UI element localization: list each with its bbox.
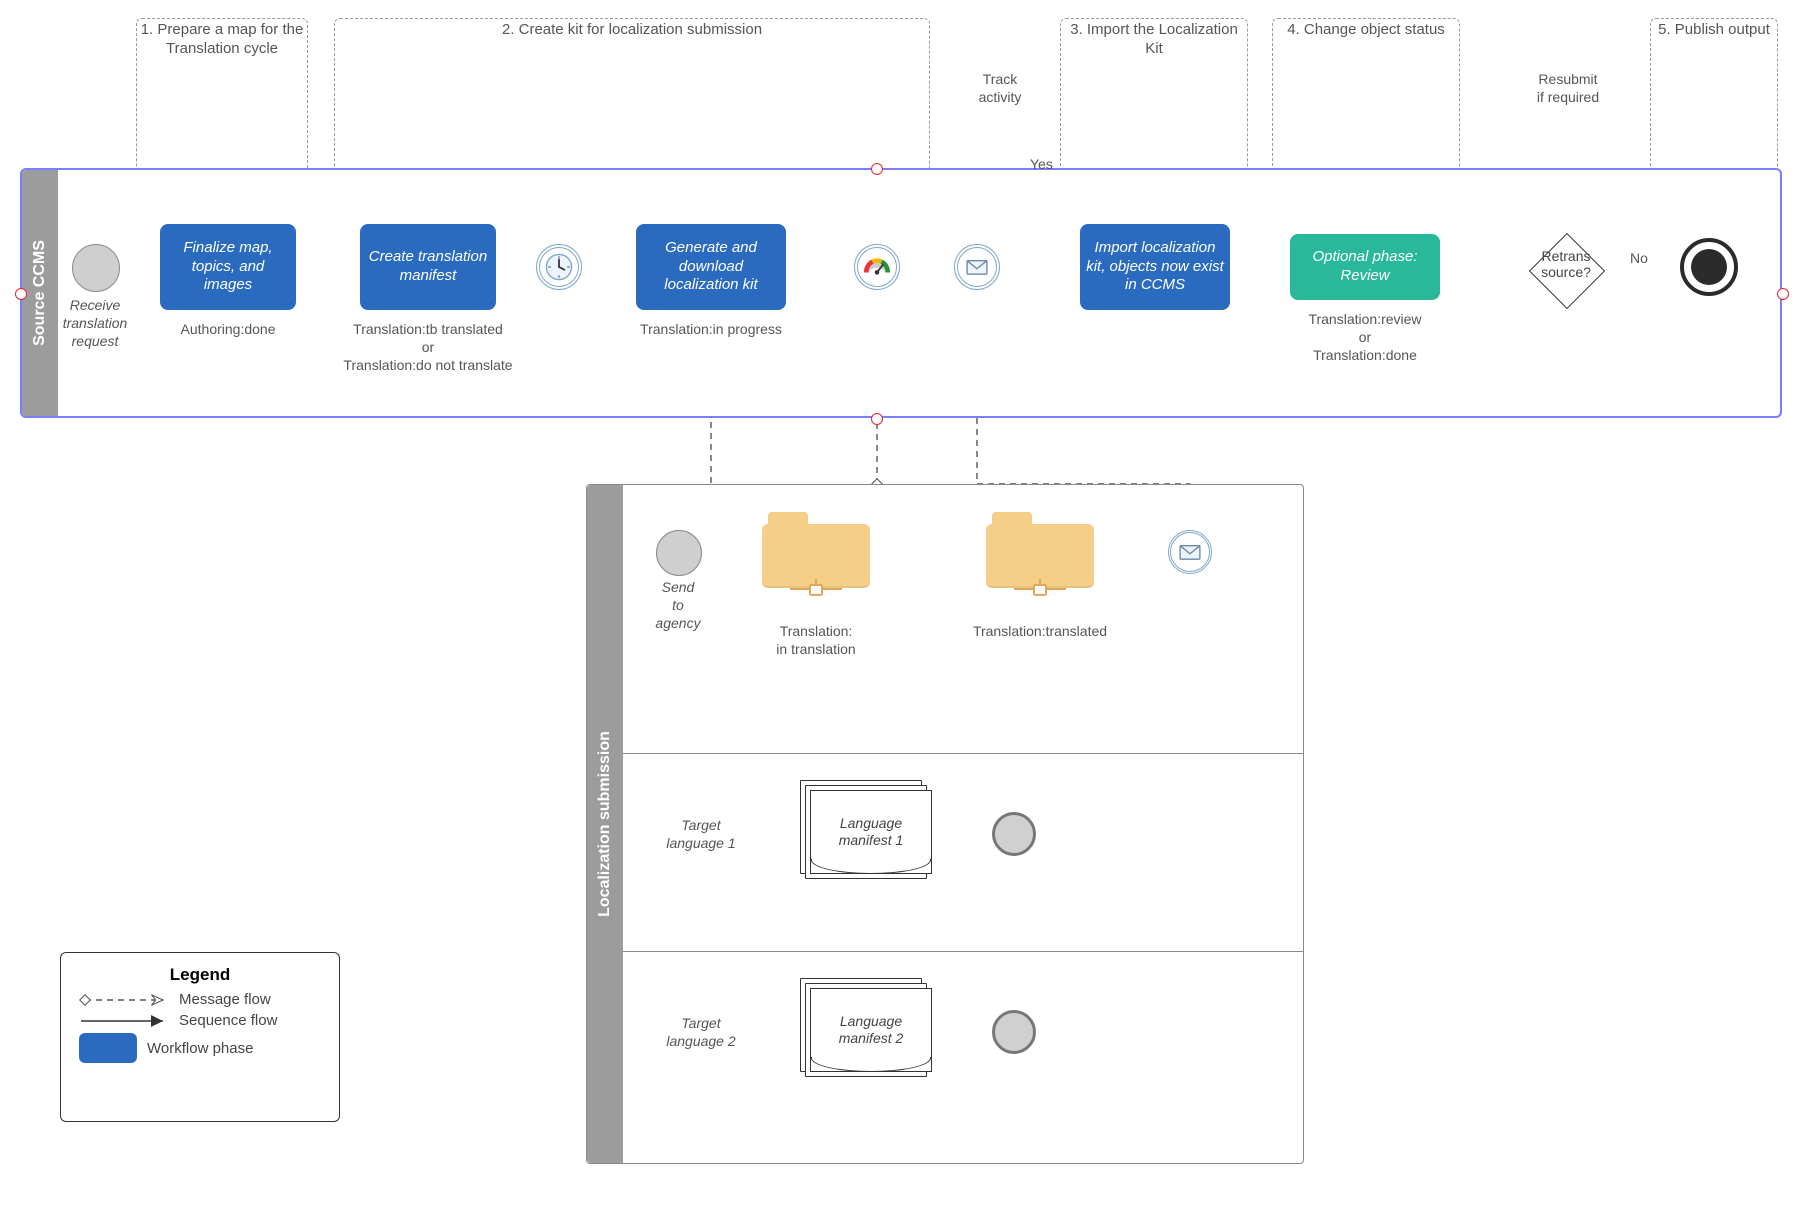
legend-row: Sequence flow — [79, 1012, 321, 1029]
lane-separator — [623, 951, 1303, 952]
diagram-canvas: { "colors":{ "task_blue":"#2a6bbf", "tas… — [0, 0, 1798, 1230]
selection-handle[interactable] — [871, 163, 883, 175]
document-stack: Language manifest 2 — [810, 988, 930, 1080]
label-resubmit: Resubmitif required — [1498, 70, 1638, 106]
lane-label: Targetlanguage 2 — [646, 1014, 756, 1050]
lane-end-event — [992, 812, 1036, 856]
task-caption: Translation:tb translatedorTranslation:d… — [330, 320, 526, 375]
gateway-label: Retranssource? — [1526, 248, 1606, 280]
task-import: Import localization kit, objects now exi… — [1080, 224, 1230, 310]
folder-caption: Translation:translated — [956, 622, 1124, 640]
edge-label-no: No — [1630, 250, 1648, 266]
lane-end-event — [992, 1010, 1036, 1054]
network-icon — [1008, 579, 1072, 612]
task-caption: Translation:revieworTranslation:done — [1280, 310, 1450, 365]
task-finalize: Finalize map, topics, and images — [160, 224, 296, 310]
phase-title: 1. Prepare a map for the Translation cyc… — [137, 17, 307, 59]
phase-title: 5. Publish output — [1651, 17, 1777, 40]
folder-icon — [986, 512, 1094, 588]
pool-header: Source CCMS — [22, 170, 58, 416]
selection-handle[interactable] — [1777, 288, 1789, 300]
phase-title: 4. Change object status — [1273, 17, 1459, 40]
pool-header: Localization submission — [587, 485, 623, 1163]
gauge-event-icon — [854, 244, 900, 290]
document-stack: Language manifest 1 — [810, 790, 930, 882]
task-caption: Authoring:done — [150, 320, 306, 338]
start-event — [72, 244, 120, 292]
message-event-icon — [1168, 530, 1212, 574]
legend: LegendMessage flowSequence flowWorkflow … — [60, 952, 340, 1122]
task-manifest: Create translation manifest — [360, 224, 496, 310]
selection-handle[interactable] — [15, 288, 27, 300]
network-icon — [784, 579, 848, 612]
phase-title: 3. Import the Localization Kit — [1061, 17, 1247, 59]
legend-row: Message flow — [79, 991, 321, 1008]
task-genkit: Generate and download localization kit — [636, 224, 786, 310]
label-track-activity: Trackactivity — [940, 70, 1060, 106]
selection-handle[interactable] — [871, 413, 883, 425]
lane-label: Targetlanguage 1 — [646, 816, 756, 852]
legend-row: Workflow phase — [79, 1033, 321, 1063]
start-event-send — [656, 530, 702, 576]
task-caption: Translation:in progress — [626, 320, 796, 338]
lane-separator — [623, 753, 1303, 754]
send-label: Sendtoagency — [642, 578, 714, 633]
folder-icon — [762, 512, 870, 588]
phase-title: 2. Create kit for localization submissio… — [335, 17, 929, 40]
timer-event-icon — [536, 244, 582, 290]
folder-caption: Translation:in translation — [732, 622, 900, 658]
message-event-icon — [954, 244, 1000, 290]
start-event-label: Receive translation request — [44, 296, 146, 351]
task-review: Optional phase: Review — [1290, 234, 1440, 300]
edge-label-yes: Yes — [1030, 156, 1053, 172]
